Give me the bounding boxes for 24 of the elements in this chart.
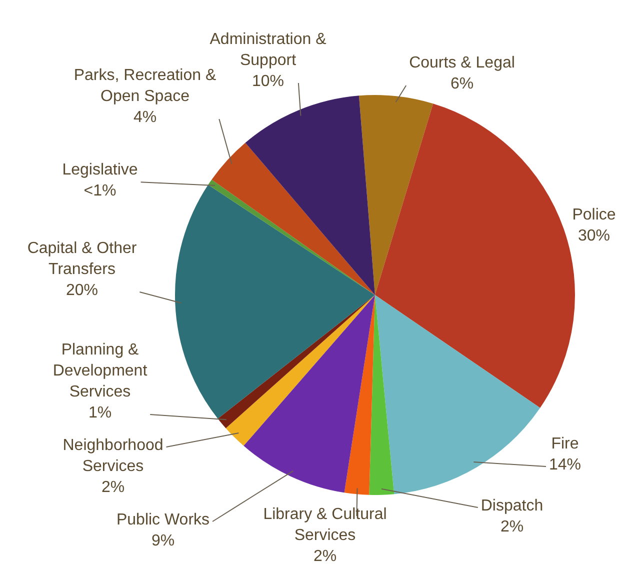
data-label: 9% [151,532,175,550]
slice-label: Dispatch [480,497,544,514]
data-label: 10% [252,72,284,90]
slice-label: Library & Cultural Services [263,506,387,544]
data-label: 6% [450,75,474,92]
data-label: 1% [88,404,112,422]
data-label: 30% [578,227,610,244]
data-label: 14% [548,456,582,474]
slice-label: Capital & Other Transfers [27,240,138,278]
slice-label: Fire [551,435,579,452]
slice-label: Neighborhood Services [62,436,164,475]
slice-label: Planning & Development Services [52,341,148,400]
slice-label: Courts & Legal [409,54,515,72]
data-label: <1% [84,182,116,200]
data-label: 4% [133,108,157,126]
slice-label: Legislative [62,161,138,178]
data-label: 2% [500,518,524,536]
data-label: 2% [101,478,125,496]
slice-label: Police [572,206,616,224]
data-label: 2% [313,548,337,565]
slice-label: Administration & Support [210,30,327,69]
data-label: 20% [66,282,98,299]
slice-label: Parks, Recreation & Open Space [74,66,216,105]
slice-label: Public Works [116,511,210,528]
